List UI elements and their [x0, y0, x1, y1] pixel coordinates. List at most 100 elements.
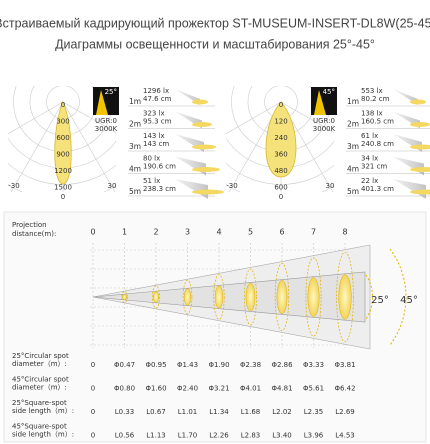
arc-25 [365, 274, 374, 320]
row-value: Φ2.40 [177, 385, 198, 393]
angle-label: 0 [279, 193, 283, 201]
lux: 61 lx [361, 132, 378, 140]
spoke [62, 101, 116, 192]
icon-angle: 25° [105, 88, 117, 96]
spot-45 [305, 257, 322, 337]
mini-spot [192, 99, 208, 105]
ring-label: 480 [274, 167, 287, 175]
row-value: Φ6.42 [334, 385, 355, 393]
spot-45 [152, 285, 160, 309]
spoke [280, 101, 334, 133]
row-label: side length（m）: [12, 407, 74, 415]
diameter: 47.6 cm [143, 95, 172, 103]
distance-label: 7 [311, 228, 316, 237]
row-value: Φ0.47 [114, 361, 135, 369]
mini-spot [192, 122, 212, 127]
row-value: Φ4.01 [240, 385, 261, 393]
row-value: Φ2.86 [271, 361, 293, 369]
ugr: UGR:0 [95, 117, 117, 125]
spot-25 [214, 285, 224, 309]
cct: 3000K [95, 125, 118, 133]
row-value: Φ4.81 [271, 385, 292, 393]
angle-label: 0 [61, 193, 65, 201]
distance: 3m [129, 142, 141, 151]
distance: 3m [347, 142, 359, 151]
mini-spot [410, 122, 430, 127]
diameter: 238.3 cm [143, 185, 176, 193]
row-value: L1.13 [146, 432, 166, 440]
mini-spot [410, 144, 430, 150]
row-value: Φ1.90 [208, 361, 229, 369]
row-value: L1.68 [241, 408, 261, 416]
lux: 22 lx [361, 177, 378, 185]
angle-label: 30 [326, 182, 335, 190]
row-value: Φ1.60 [145, 385, 166, 393]
distance: 4m [129, 165, 141, 174]
mini-fan [393, 156, 424, 176]
ring-label: 1200 [54, 167, 72, 175]
cone-label: 45° [400, 295, 418, 306]
spot-45 [213, 274, 225, 320]
mini-spot [410, 99, 426, 105]
row-label: diameter（m）: [12, 384, 67, 392]
spoke [226, 101, 282, 135]
diameter: 80.2 cm [361, 95, 390, 103]
spoke [62, 101, 116, 133]
icon-beam [96, 90, 108, 115]
row-value: L3.96 [304, 432, 324, 440]
angle-label: -30 [8, 182, 19, 190]
diameter: 160.5 cm [361, 118, 394, 126]
cct: 3000K [313, 125, 336, 133]
diameter: 321 cm [361, 163, 387, 171]
mini-spot [192, 189, 224, 195]
row-value: 0 [91, 361, 95, 369]
lux: 138 lx [361, 110, 383, 118]
ring-label: 600 [274, 184, 287, 192]
spot-25 [276, 279, 288, 315]
polar [226, 86, 334, 192]
row-label: diameter（m）: [12, 360, 67, 368]
projection-label: distance(m): [12, 230, 56, 238]
distance-label: 6 [279, 228, 284, 237]
row-value: L2.35 [304, 408, 324, 416]
row-value: Φ1.43 [177, 361, 198, 369]
ring-label: 0 [279, 101, 283, 109]
row-value: L1.70 [178, 432, 198, 440]
distance-label: 8 [342, 228, 347, 237]
row-value: L1.01 [178, 408, 198, 416]
icon-beam [314, 90, 326, 115]
beam [54, 101, 72, 185]
row-value: L3.40 [272, 432, 292, 440]
distance: 1m [347, 97, 359, 106]
ring-label: 120 [274, 118, 287, 126]
row-value: L2.83 [241, 432, 261, 440]
distance: 2m [347, 120, 359, 129]
cone-25 [92, 271, 366, 323]
spoke [10, 101, 64, 192]
distance: 4m [347, 165, 359, 174]
subtitle: Диаграммы освещенности и масштабирования… [55, 37, 375, 51]
distance-label: 1 [122, 228, 127, 237]
row-value: L0.56 [115, 432, 135, 440]
lux: 51 lx [143, 177, 160, 185]
mini-fan [175, 156, 206, 176]
lux: 143 lx [143, 132, 165, 140]
distance: 1m [129, 97, 141, 106]
row-label: side length（m）: [12, 431, 74, 439]
spot-25 [307, 277, 320, 317]
row-value: L0.33 [115, 408, 135, 416]
lux: 1296 lx [143, 87, 169, 95]
ring-label: 1500 [54, 184, 72, 192]
row-label: 25°Square-spot [12, 399, 67, 407]
angle-label: 30 [108, 182, 117, 190]
ring-label: 600 [56, 134, 69, 142]
row-value: Φ5.61 [303, 385, 324, 393]
polar [8, 86, 116, 192]
spoke [8, 101, 64, 135]
row-label: 45°Square-spot [12, 423, 67, 431]
spot-45 [244, 268, 257, 326]
distance-label: 0 [90, 228, 95, 237]
icon-angle: 45° [323, 88, 335, 96]
ring-label: 360 [274, 151, 287, 159]
row-value: Φ3.21 [208, 385, 229, 393]
